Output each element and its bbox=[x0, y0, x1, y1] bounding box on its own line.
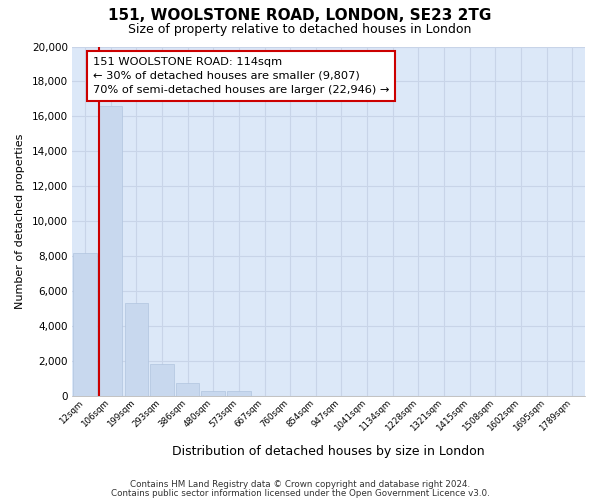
Bar bbox=[125, 303, 148, 396]
Bar bbox=[176, 382, 199, 396]
Text: Contains public sector information licensed under the Open Government Licence v3: Contains public sector information licen… bbox=[110, 488, 490, 498]
Text: 151, WOOLSTONE ROAD, LONDON, SE23 2TG: 151, WOOLSTONE ROAD, LONDON, SE23 2TG bbox=[109, 8, 491, 22]
Y-axis label: Number of detached properties: Number of detached properties bbox=[15, 134, 25, 309]
Bar bbox=[150, 364, 174, 396]
Bar bbox=[202, 391, 225, 396]
Bar bbox=[227, 391, 251, 396]
Bar bbox=[99, 106, 122, 396]
Text: Size of property relative to detached houses in London: Size of property relative to detached ho… bbox=[128, 22, 472, 36]
Bar bbox=[73, 252, 97, 396]
Text: 151 WOOLSTONE ROAD: 114sqm
← 30% of detached houses are smaller (9,807)
70% of s: 151 WOOLSTONE ROAD: 114sqm ← 30% of deta… bbox=[93, 57, 389, 95]
Text: Contains HM Land Registry data © Crown copyright and database right 2024.: Contains HM Land Registry data © Crown c… bbox=[130, 480, 470, 489]
X-axis label: Distribution of detached houses by size in London: Distribution of detached houses by size … bbox=[172, 444, 485, 458]
